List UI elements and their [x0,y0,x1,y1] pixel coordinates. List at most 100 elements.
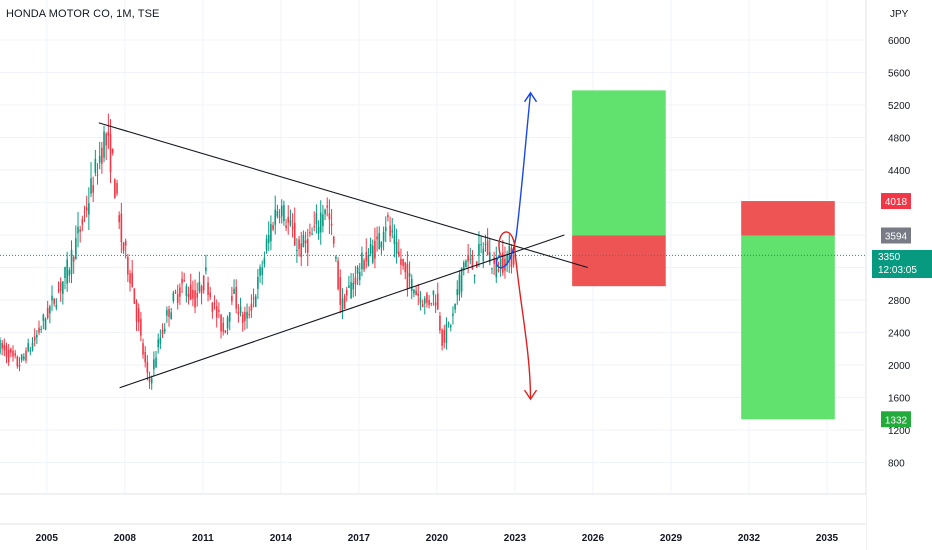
candle-body [75,238,77,260]
candle-body [317,226,320,234]
candle-body [419,297,422,304]
candle-body [499,258,502,270]
candle-body [335,256,337,259]
candle-body [194,290,196,308]
candle-body [196,292,199,298]
candle-body [83,211,86,213]
candle-body [198,282,201,292]
candle-body [59,281,62,292]
time-axis [0,494,866,550]
x-tick-label: 2008 [114,533,137,544]
candle-body [280,205,283,217]
x-tick-label: 2017 [348,533,371,544]
candle-body [454,303,456,310]
candle-body [319,212,322,233]
candle-body [484,243,487,245]
candle-body [298,239,300,250]
candle-body [23,356,25,360]
up-arrow [495,92,532,269]
candle-body [38,327,40,333]
price-tag-label: 4018 [885,197,908,208]
candle-body [374,240,376,259]
candle-body [380,241,383,248]
candle-body [311,233,313,235]
candle-body [309,232,311,234]
candle-body [176,294,179,303]
candle-body [239,306,242,314]
candle-body [42,314,45,321]
candle-body [53,298,55,304]
candle-body [393,235,396,245]
y-tick-label: 2000 [888,361,911,372]
candle-body [324,209,326,215]
candle-body [361,252,363,270]
candle-body [432,290,435,295]
x-tick-label: 2014 [270,533,293,544]
y-tick-label: 4400 [888,166,911,177]
candle-body [274,209,277,225]
price-tag [881,411,911,428]
candle-body [211,303,214,312]
candle-body [155,357,157,368]
candle-body [261,267,264,276]
candle-body [144,351,147,363]
candle-body [66,259,68,284]
candle-body [430,302,433,304]
candle-body [207,282,209,295]
candle-body [265,238,268,251]
candle-body [341,298,344,311]
candle-body [384,227,387,232]
candle-body [413,289,415,294]
candle-body [371,245,374,263]
candle-body [322,214,324,227]
candle-body [426,293,428,303]
candle-body [395,241,398,254]
candle-body [410,278,413,291]
candle-body [263,258,266,265]
candle-body [10,348,12,353]
current-price-label: 3350 12:03:05 [872,250,932,278]
candle-body [417,293,420,296]
y-tick-label: 1600 [888,394,911,405]
candle-body [70,250,73,275]
candle-body [493,257,495,264]
candle-body [439,315,441,331]
candle-body [501,252,504,273]
y-tick-label: 6000 [888,36,911,47]
candle-body [189,284,192,300]
candle-body [159,337,162,344]
candle-body [0,339,1,353]
candle-body [343,295,346,309]
candle-body [226,317,229,329]
candle-body [363,260,365,270]
candle-body [350,282,352,299]
candle-body [339,277,342,305]
candle-body [68,270,71,276]
candle-body [369,243,372,254]
candle-body [402,258,404,266]
candle-body [25,350,27,361]
candle-body [18,364,21,367]
x-tick-label: 2035 [816,533,839,544]
candle-body [337,260,339,289]
candle-body [220,314,222,332]
candle-body [293,222,296,246]
candle-body [1,343,3,349]
candle-body [391,230,394,233]
candle-body [248,313,251,316]
candle-body [241,314,244,323]
candle-body [345,290,348,296]
candle-body [304,240,307,244]
candle-body [367,255,370,267]
candle-body [222,322,225,332]
candle-body [456,289,459,296]
candle-body [133,288,136,304]
candle-body [33,336,36,341]
candle-body [161,330,164,334]
y-tick-label: 2800 [888,296,911,307]
candle-body [358,271,361,281]
candle-body [174,291,177,293]
candle-body [376,236,378,240]
candle-body [150,378,153,384]
